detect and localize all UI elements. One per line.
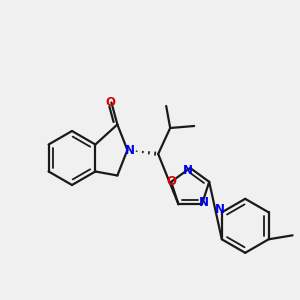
Text: O: O xyxy=(105,96,116,109)
Text: N: N xyxy=(199,196,209,209)
Text: N: N xyxy=(183,164,193,176)
Text: N: N xyxy=(215,203,225,216)
Text: N: N xyxy=(124,143,134,157)
Text: O: O xyxy=(166,175,176,188)
